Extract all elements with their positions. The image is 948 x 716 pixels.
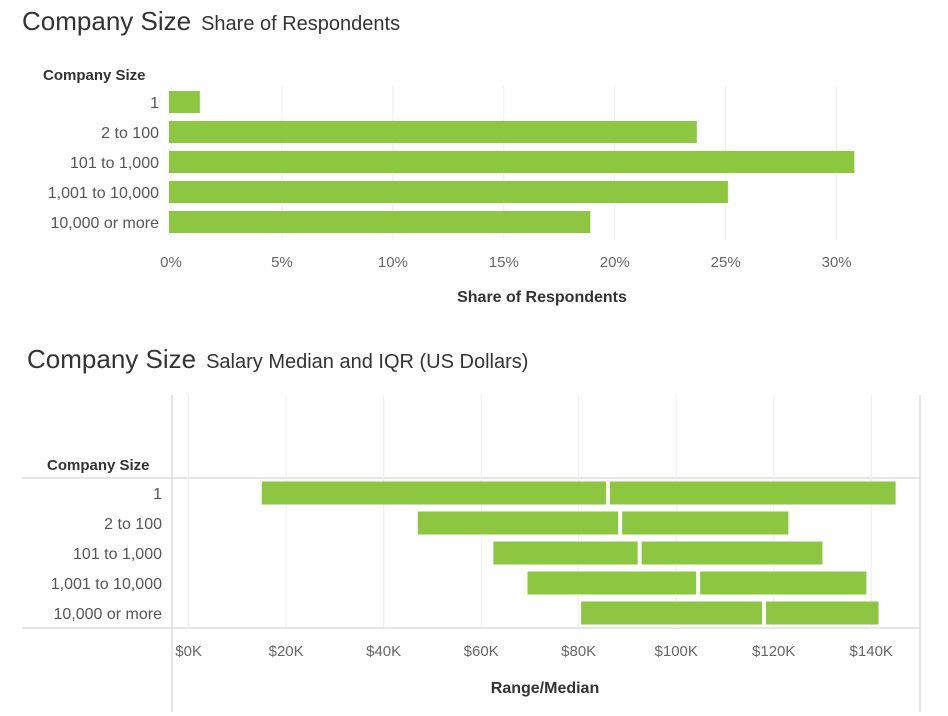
x-tick-label: $100K — [655, 643, 698, 660]
category-label: 1 — [153, 486, 162, 503]
chart2-title-main: Company Size — [27, 344, 197, 374]
x-axis-title: Share of Respondents — [457, 289, 627, 306]
row-header: Company Size — [43, 67, 146, 84]
x-tick-label: 0% — [160, 254, 182, 271]
category-label: 2 to 100 — [101, 125, 159, 142]
category-label: 10,000 or more — [50, 215, 159, 232]
x-tick-label: $120K — [752, 643, 795, 660]
iqr-lower-bar — [527, 571, 697, 595]
category-label: 1,001 to 10,000 — [48, 185, 159, 202]
category-label: 101 to 1,000 — [73, 546, 162, 563]
iqr-lower-bar — [493, 541, 638, 565]
chart1-subtitle: Share of Respondents — [201, 13, 401, 35]
iqr-lower-bar — [261, 481, 606, 505]
chart1-title-main: Company Size — [22, 6, 192, 36]
x-tick-label: 20% — [600, 254, 630, 271]
x-tick-label: 5% — [271, 254, 293, 271]
bar — [169, 121, 697, 143]
iqr-upper-bar — [609, 481, 896, 505]
x-tick-label: $0K — [175, 643, 202, 660]
x-tick-label: 15% — [489, 254, 519, 271]
x-tick-label: 30% — [822, 254, 852, 271]
x-tick-label: $20K — [269, 643, 304, 660]
x-tick-label: 10% — [378, 254, 408, 271]
bar — [169, 181, 728, 203]
bar — [169, 91, 200, 113]
x-tick-label: $60K — [464, 643, 499, 660]
iqr-upper-bar — [622, 511, 789, 535]
category-label: 1,001 to 10,000 — [51, 576, 162, 593]
category-label: 1 — [150, 95, 159, 112]
category-label: 2 to 100 — [104, 516, 162, 533]
x-tick-label: 25% — [711, 254, 741, 271]
chart1-title: Company Size Share of Respondents — [22, 6, 400, 37]
bar — [169, 151, 855, 173]
iqr-lower-bar — [417, 511, 619, 535]
iqr-lower-bar — [581, 601, 762, 625]
x-tick-label: $80K — [561, 643, 596, 660]
x-tick-label: $40K — [366, 643, 401, 660]
chart2-subtitle: Salary Median and IQR (US Dollars) — [206, 351, 529, 373]
iqr-upper-bar — [641, 541, 823, 565]
iqr-upper-bar — [700, 571, 867, 595]
x-tick-label: $140K — [850, 643, 893, 660]
bar — [169, 211, 591, 233]
row-header: Company Size — [47, 457, 150, 474]
chart2-title: Company Size Salary Median and IQR (US Do… — [27, 344, 528, 375]
x-axis-title: Range/Median — [491, 680, 599, 697]
category-label: 101 to 1,000 — [70, 155, 159, 172]
category-label: 10,000 or more — [53, 606, 162, 623]
iqr-upper-bar — [765, 601, 879, 625]
